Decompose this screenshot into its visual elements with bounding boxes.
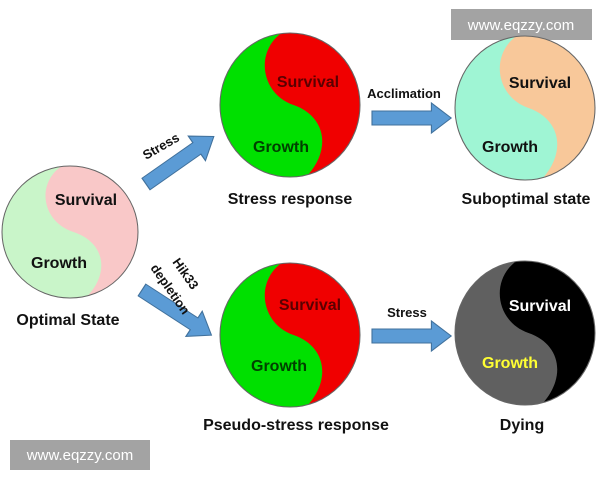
acclimation-label: Acclimation xyxy=(367,86,441,101)
pseudo-growth-label: Growth xyxy=(251,358,307,375)
dying-survival-label: Survival xyxy=(509,298,571,315)
pseudo-survival-label: Survival xyxy=(279,297,341,314)
suboptimal-growth-label: Growth xyxy=(482,139,538,156)
suboptimal-yin-yang xyxy=(454,35,596,181)
dying-yin-yang xyxy=(454,260,596,406)
optimal-caption: Optimal State xyxy=(16,312,119,329)
stress-response-yin-yang xyxy=(219,32,361,178)
circle-outline xyxy=(219,32,361,178)
suboptimal-survival-label: Survival xyxy=(509,75,571,92)
pseudo-stress-yin-yang xyxy=(219,262,361,408)
stress-survival-label: Survival xyxy=(277,74,339,91)
optimal-yin-yang xyxy=(1,165,139,299)
svg-text:www.eqzzy.com: www.eqzzy.com xyxy=(467,17,574,34)
suboptimal-caption: Suboptimal state xyxy=(462,191,591,208)
watermark-bottom: www.eqzzy.com xyxy=(10,440,150,470)
acclimation-arrow xyxy=(371,102,452,134)
optimal-survival-label: Survival xyxy=(55,192,117,209)
pseudo-caption: Pseudo-stress response xyxy=(203,417,389,434)
stress-growth-label: Growth xyxy=(253,139,309,156)
dying-caption: Dying xyxy=(500,417,544,434)
stress-response-caption: Stress response xyxy=(228,191,353,208)
svg-text:www.eqzzy.com: www.eqzzy.com xyxy=(26,447,133,464)
watermark-top: www.eqzzy.com xyxy=(451,9,592,40)
dying-growth-label: Growth xyxy=(482,355,538,372)
circle-outline xyxy=(454,260,596,406)
circle-outline xyxy=(219,262,361,408)
circle-outline xyxy=(454,35,596,181)
stress-arrow-bottom xyxy=(371,320,452,352)
optimal-growth-label: Growth xyxy=(31,255,87,272)
circle-outline xyxy=(1,165,139,299)
stress-bottom-label: Stress xyxy=(387,305,427,320)
